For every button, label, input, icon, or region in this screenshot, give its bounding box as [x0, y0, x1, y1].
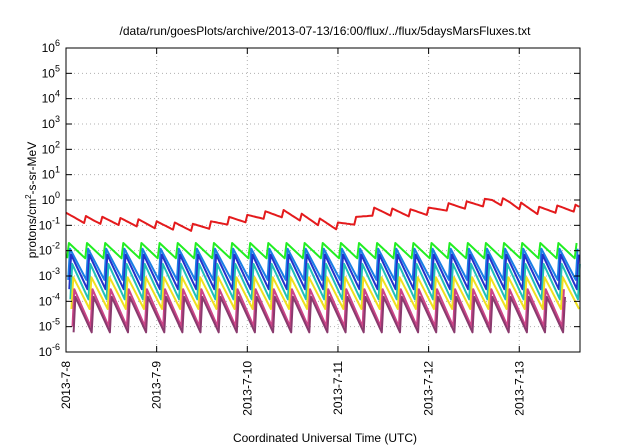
y-tick-label: 106 [42, 38, 60, 55]
y-tick-label: 10-2 [39, 241, 60, 258]
x-tick-label: 2013-7-11 [331, 361, 345, 415]
y-tick-label: 101 [42, 165, 60, 182]
x-axis-title: Coordinated Universal Time (UTC) [233, 431, 417, 445]
series-line [66, 242, 578, 260]
y-tick-label: 100 [42, 190, 60, 207]
y-tick-label: 102 [42, 139, 60, 156]
y-tick-label: 103 [42, 114, 60, 131]
x-tick-label: 2013-7-13 [512, 361, 526, 416]
y-tick-label: 10-4 [39, 291, 60, 308]
x-tick-label: 2013-7-12 [422, 361, 436, 416]
series-line [68, 253, 580, 291]
series-line [67, 247, 579, 281]
y-tick-label: 10-1 [39, 215, 60, 232]
series-line [70, 276, 580, 310]
x-tick-label: 2013-7-8 [59, 361, 73, 409]
y-tick-label: 10-5 [39, 317, 60, 334]
y-tick-label: 10-3 [39, 266, 60, 283]
y-axis-title: protons/cm2-s-sr-MeV [24, 142, 39, 258]
series-line [72, 295, 566, 334]
y-tick-label: 105 [42, 63, 60, 80]
y-tick-label: 104 [42, 89, 60, 106]
y-tick-label: 10-6 [39, 342, 60, 359]
plot-frame [65, 47, 581, 353]
chart-title: /data/run/goesPlots/archive/2013-07-13/1… [120, 24, 532, 38]
series-line [69, 262, 581, 301]
series-line [65, 197, 580, 232]
series-group [65, 197, 581, 334]
x-tick-label: 2013-7-9 [150, 361, 164, 409]
series-line [71, 288, 565, 328]
x-tick-label: 2013-7-10 [240, 361, 254, 416]
axes: 10-6 10-5 10-4 10-3 10-2 10-1 100 101 102 103 104 1… [39, 38, 581, 416]
